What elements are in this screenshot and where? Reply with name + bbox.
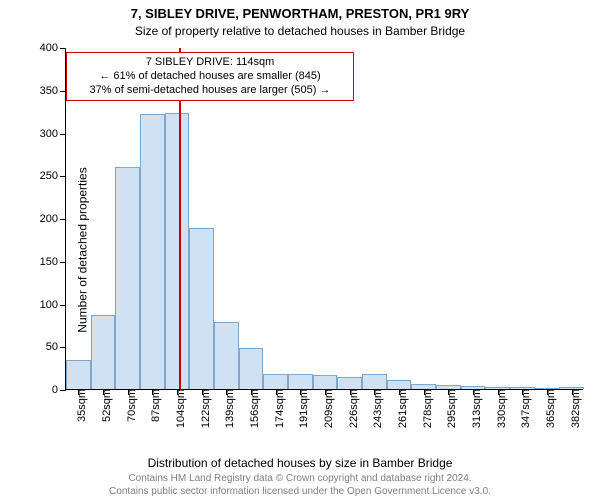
histogram-bar <box>165 113 190 389</box>
x-tick-label: 330sqm <box>488 389 508 428</box>
x-axis-label: Distribution of detached houses by size … <box>0 456 600 470</box>
y-tick-label: 50 <box>46 341 66 353</box>
histogram-bar <box>387 380 412 389</box>
annotation-line-1: 7 SIBLEY DRIVE: 114sqm <box>73 56 347 70</box>
histogram-bar <box>91 315 116 389</box>
x-tick-label: 209sqm <box>315 389 335 428</box>
y-tick-label: 150 <box>40 256 66 268</box>
annotation-box: 7 SIBLEY DRIVE: 114sqm ← 61% of detached… <box>66 52 354 101</box>
histogram-bar <box>189 228 214 389</box>
y-tick-label: 350 <box>40 85 66 97</box>
footer-attribution: Contains HM Land Registry data © Crown c… <box>0 473 600 498</box>
x-tick-label: 382sqm <box>562 389 582 428</box>
x-tick-label: 243sqm <box>364 389 384 428</box>
x-tick-label: 365sqm <box>537 389 557 428</box>
y-tick-label: 300 <box>40 128 66 140</box>
histogram-bar <box>239 348 264 389</box>
x-tick-label: 295sqm <box>438 389 458 428</box>
annotation-line-3: 37% of semi-detached houses are larger (… <box>73 84 347 98</box>
footer-line-2: Contains public sector information licen… <box>0 486 600 499</box>
x-tick-label: 35sqm <box>68 389 88 422</box>
histogram-bar <box>140 114 165 389</box>
x-tick-label: 226sqm <box>340 389 360 428</box>
x-tick-label: 122sqm <box>192 389 212 428</box>
x-tick-label: 347sqm <box>512 389 532 428</box>
histogram-bar <box>66 360 91 389</box>
y-tick-label: 0 <box>52 384 66 396</box>
x-tick-label: 156sqm <box>241 389 261 428</box>
y-tick-label: 100 <box>40 299 66 311</box>
x-tick-label: 70sqm <box>118 389 138 422</box>
chart-title: 7, SIBLEY DRIVE, PENWORTHAM, PRESTON, PR… <box>0 6 600 21</box>
x-tick-label: 261sqm <box>389 389 409 428</box>
chart-subtitle: Size of property relative to detached ho… <box>0 24 600 38</box>
x-tick-label: 278sqm <box>414 389 434 428</box>
histogram-bar <box>288 374 313 389</box>
x-tick-label: 52sqm <box>93 389 113 422</box>
y-tick-label: 400 <box>40 42 66 54</box>
histogram-bar <box>313 375 338 389</box>
histogram-bar <box>337 377 362 389</box>
x-tick-label: 139sqm <box>216 389 236 428</box>
histogram-bar <box>263 374 288 389</box>
y-tick-label: 250 <box>40 170 66 182</box>
histogram-bar <box>214 322 239 389</box>
x-tick-label: 191sqm <box>290 389 310 428</box>
x-tick-label: 313sqm <box>463 389 483 428</box>
x-tick-label: 87sqm <box>142 389 162 422</box>
y-tick-label: 200 <box>40 213 66 225</box>
histogram-bar <box>362 374 387 389</box>
x-tick-label: 174sqm <box>266 389 286 428</box>
x-tick-label: 104sqm <box>167 389 187 428</box>
histogram-bar <box>115 167 140 389</box>
annotation-line-2: ← 61% of detached houses are smaller (84… <box>73 70 347 84</box>
footer-line-1: Contains HM Land Registry data © Crown c… <box>0 473 600 486</box>
chart-container: { "chart": { "type": "histogram", "title… <box>0 0 600 500</box>
